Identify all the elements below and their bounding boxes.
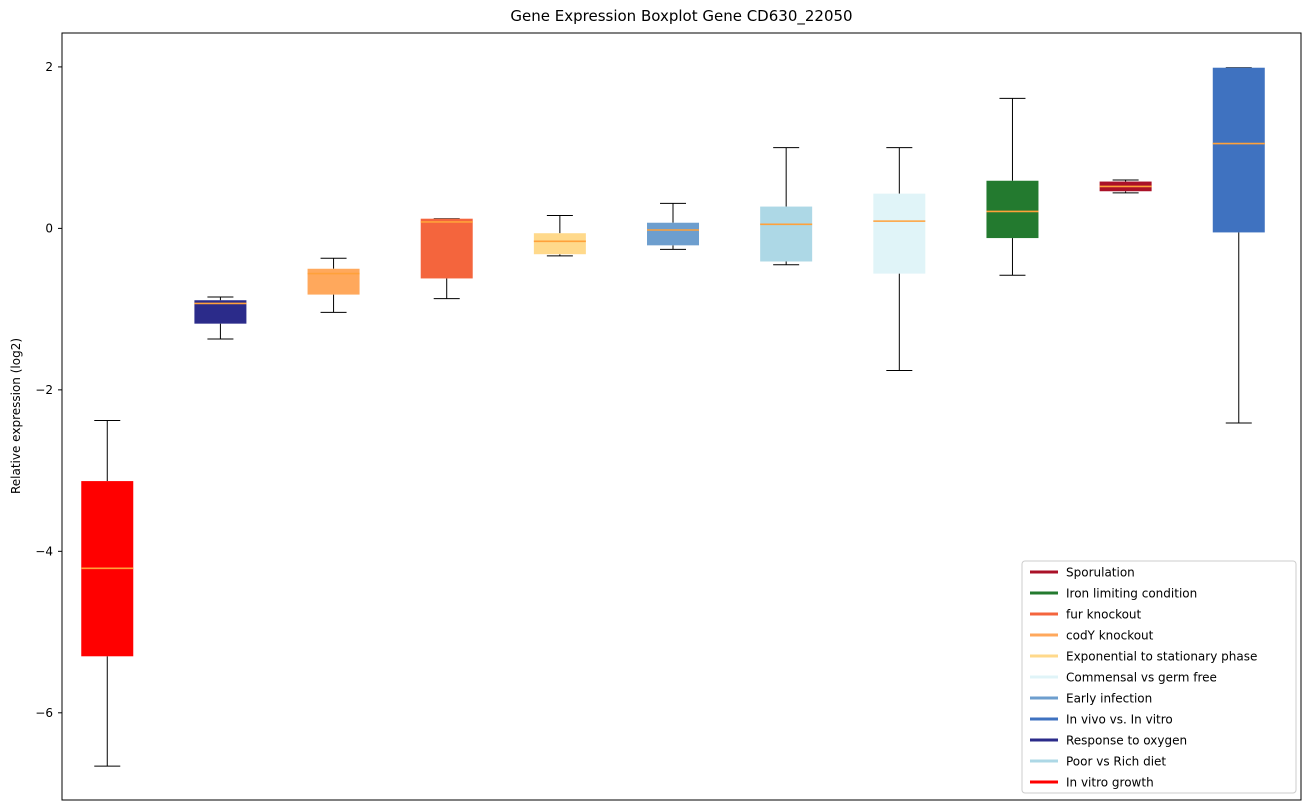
y-tick-label: −4 xyxy=(35,544,53,558)
legend-label: In vitro growth xyxy=(1066,776,1154,790)
box-group-commensal-vs-germ-free xyxy=(873,147,926,371)
legend-label: Iron limiting condition xyxy=(1066,587,1197,601)
box-rect xyxy=(760,206,813,262)
box-rect xyxy=(1212,67,1265,233)
box-rect xyxy=(647,222,700,246)
legend-label: Response to oxygen xyxy=(1066,734,1187,748)
box-group-early-infection xyxy=(647,202,700,250)
legend-label: Early infection xyxy=(1066,692,1152,706)
legend: Sporulation Iron limiting condition fur kn… xyxy=(1021,560,1297,794)
box-rect xyxy=(873,193,926,274)
box-group-in-vitro-growth xyxy=(81,420,134,767)
y-tick-label: 0 xyxy=(45,221,53,235)
box-group-fur-knockout xyxy=(420,218,473,300)
box-group-in-vivo-vs-in-vitro xyxy=(1212,67,1265,424)
y-tick-label: −6 xyxy=(35,706,53,720)
legend-label: codY knockout xyxy=(1066,629,1154,643)
legend-label: Poor vs Rich diet xyxy=(1066,755,1166,769)
legend-box xyxy=(1021,560,1297,794)
legend-label: In vivo vs. In vitro xyxy=(1066,713,1173,727)
legend-label: fur knockout xyxy=(1066,608,1142,622)
box-rect xyxy=(420,218,473,279)
box-rect xyxy=(194,300,247,324)
box-rect xyxy=(307,268,360,295)
box-group-sporulation xyxy=(1099,179,1152,194)
box-rect xyxy=(986,180,1039,239)
y-tick-label: 2 xyxy=(45,60,53,74)
box-group-exponential-to-stationary-phase xyxy=(533,214,586,257)
legend-label: Commensal vs germ free xyxy=(1066,671,1217,685)
chart-title: Gene Expression Boxplot Gene CD630_22050 xyxy=(510,7,853,25)
box-group-poor-vs-rich-diet xyxy=(760,147,813,266)
legend-label: Sporulation xyxy=(1066,566,1135,580)
box-rect xyxy=(533,233,586,255)
legend-label: Exponential to stationary phase xyxy=(1066,650,1257,664)
box-group-cody-knockout xyxy=(307,257,360,313)
box-group-iron-limiting-condition xyxy=(986,97,1039,276)
y-tick-label: −2 xyxy=(35,383,53,397)
box-group-response-to-oxygen xyxy=(194,296,247,340)
